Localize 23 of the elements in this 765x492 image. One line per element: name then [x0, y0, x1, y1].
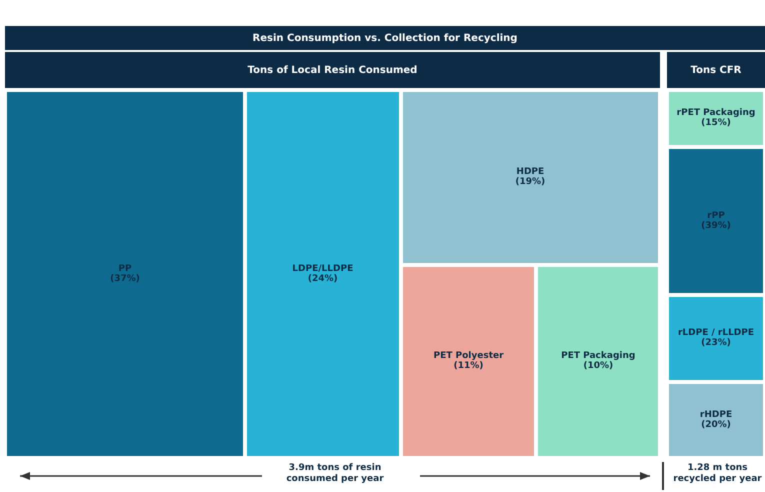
data-label: (19%) — [515, 177, 546, 188]
text: Resin Consumption vs. Collection for Recycling — [5, 26, 765, 50]
data-label: (23%) — [701, 338, 731, 348]
category-label: PP — [118, 264, 132, 274]
data-label: (11%) — [454, 361, 484, 372]
data-label: (24%) — [308, 274, 338, 284]
data-label: (15%) — [701, 118, 731, 128]
category-label: rHDPE — [700, 410, 732, 420]
data-label: (39%) — [701, 220, 731, 231]
category-label: rPP — [707, 210, 725, 221]
category-label: rPET Packaging — [676, 108, 756, 118]
category-label: PET Packaging — [561, 351, 636, 362]
data-label: (10%) — [583, 361, 614, 372]
category-label: HDPE — [516, 167, 544, 178]
text: 3.9m tons of resin consumed per year — [285, 463, 385, 486]
category-label: rLDPE / rLLDPE — [678, 328, 754, 338]
text: Tons CFR — [667, 52, 765, 88]
text: Tons of Local Resin Consumed — [5, 52, 660, 88]
category-label: LDPE/LLDPE — [292, 264, 354, 274]
text: 1.28 m tons recycled per year — [672, 463, 763, 486]
category-label: PET Polyester — [434, 351, 504, 362]
data-label: (20%) — [701, 420, 731, 430]
data-label: (37%) — [110, 274, 140, 284]
